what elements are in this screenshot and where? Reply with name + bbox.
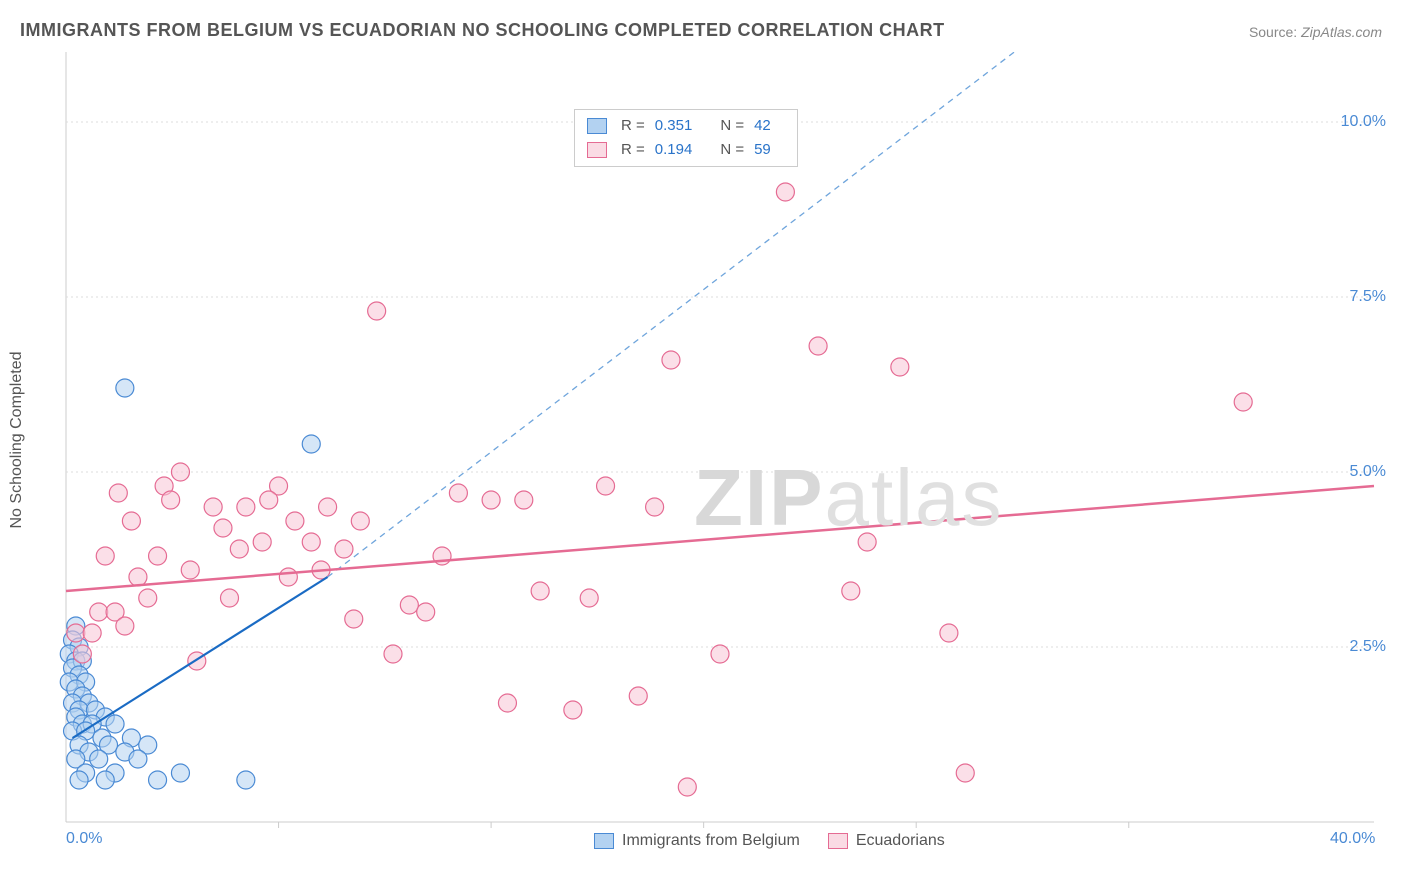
watermark-bold: ZIP	[694, 453, 824, 542]
x-tick-label: 40.0%	[1330, 830, 1375, 848]
swatch-icon	[828, 833, 848, 849]
source-value: ZipAtlas.com	[1301, 24, 1382, 40]
legend-item-belgium: Immigrants from Belgium	[594, 832, 800, 850]
n-value: 42	[754, 114, 771, 138]
r-label: R =	[621, 114, 645, 138]
y-tick-label: 5.0%	[1350, 463, 1386, 481]
legend-row-ecuadorians: R = 0.194 N = 59	[587, 138, 785, 162]
x-tick-label: 0.0%	[66, 830, 102, 848]
swatch-icon	[587, 142, 607, 158]
y-axis-label: No Schooling Completed	[8, 352, 26, 529]
n-label: N =	[720, 114, 744, 138]
swatch-icon	[594, 833, 614, 849]
watermark: ZIPatlas	[694, 452, 1003, 544]
y-tick-label: 10.0%	[1341, 113, 1386, 131]
n-label: N =	[720, 138, 744, 162]
source-attribution: Source: ZipAtlas.com	[1249, 24, 1382, 40]
r-value: 0.351	[655, 114, 693, 138]
r-label: R =	[621, 138, 645, 162]
watermark-light: atlas	[824, 453, 1003, 542]
swatch-icon	[587, 118, 607, 134]
correlation-legend: R = 0.351 N = 42 R = 0.194 N = 59	[574, 109, 798, 167]
n-value: 59	[754, 138, 771, 162]
chart-title: IMMIGRANTS FROM BELGIUM VS ECUADORIAN NO…	[20, 20, 945, 41]
legend-label: Ecuadorians	[856, 832, 945, 850]
legend-item-ecuadorians: Ecuadorians	[828, 832, 945, 850]
legend-label: Immigrants from Belgium	[622, 832, 800, 850]
legend-row-belgium: R = 0.351 N = 42	[587, 114, 785, 138]
y-tick-label: 7.5%	[1350, 288, 1386, 306]
r-value: 0.194	[655, 138, 693, 162]
chart-container: ZIPatlas R = 0.351 N = 42 R = 0.194 N = …	[54, 52, 1394, 852]
series-legend: Immigrants from Belgium Ecuadorians	[594, 832, 945, 850]
source-label: Source:	[1249, 24, 1297, 40]
y-tick-label: 2.5%	[1350, 638, 1386, 656]
